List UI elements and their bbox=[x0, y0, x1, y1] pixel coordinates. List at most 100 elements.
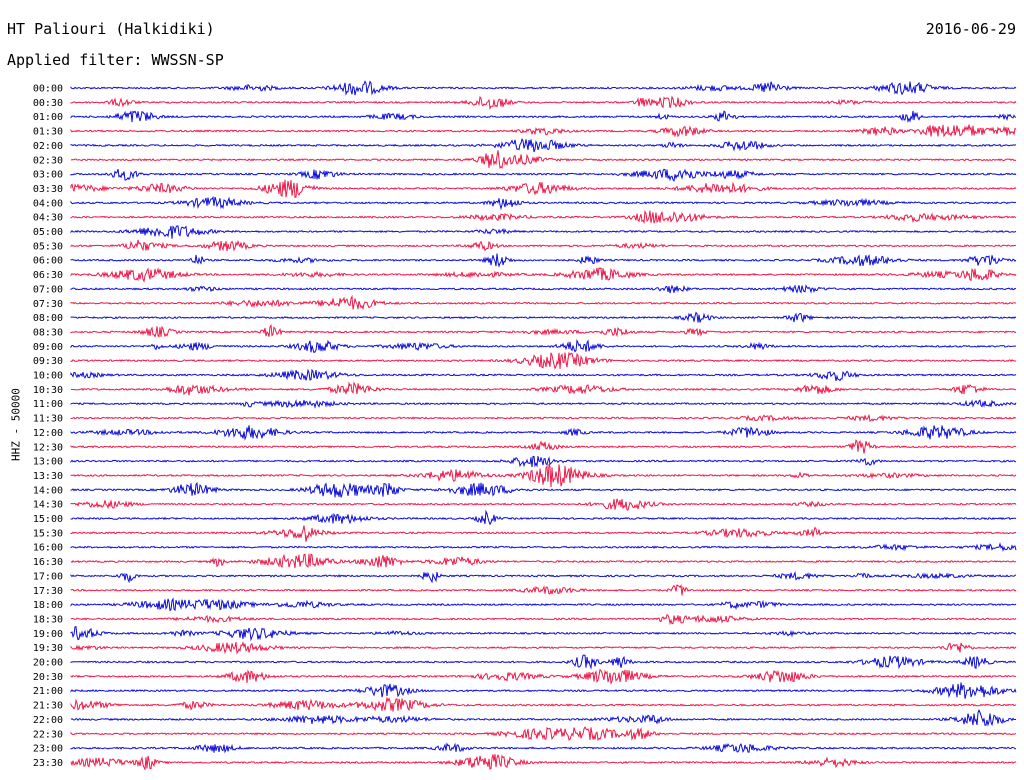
row-time-label: 18:30 bbox=[33, 614, 63, 625]
row-time-label: 20:00 bbox=[33, 658, 63, 669]
seismic-trace bbox=[70, 209, 1017, 225]
seismic-trace bbox=[70, 294, 1016, 311]
row-time-label: 04:30 bbox=[33, 213, 63, 224]
row-time-label: 21:30 bbox=[33, 701, 63, 712]
seismic-trace bbox=[70, 626, 1017, 642]
seismic-trace bbox=[70, 584, 1017, 596]
row-time-label: 10:30 bbox=[33, 385, 63, 396]
seismic-trace bbox=[70, 597, 1017, 612]
row-time-label: 11:30 bbox=[33, 414, 63, 425]
seismic-trace bbox=[70, 124, 1017, 138]
row-time-label: 14:00 bbox=[33, 485, 63, 496]
row-time-label: 03:00 bbox=[33, 170, 63, 181]
seismic-trace bbox=[70, 455, 1017, 468]
row-time-label: 15:00 bbox=[33, 514, 63, 525]
row-time-label: 21:00 bbox=[33, 686, 63, 697]
row-time-label: 17:00 bbox=[33, 571, 63, 582]
row-time-label: 00:30 bbox=[33, 98, 63, 109]
row-time-label: 00:00 bbox=[33, 84, 63, 95]
row-time-label: 05:00 bbox=[33, 227, 63, 238]
seismic-trace bbox=[70, 150, 1017, 170]
row-time-label: 09:30 bbox=[33, 356, 63, 367]
seismic-trace bbox=[70, 696, 1017, 712]
seismic-trace bbox=[70, 311, 1017, 324]
row-time-label: 19:00 bbox=[33, 629, 63, 640]
row-time-label: 02:30 bbox=[33, 155, 63, 166]
row-time-label: 22:00 bbox=[33, 715, 63, 726]
row-time-label: 18:00 bbox=[33, 600, 63, 611]
row-time-label: 16:00 bbox=[33, 543, 63, 554]
row-time-label: 16:30 bbox=[33, 557, 63, 568]
row-time-label: 01:00 bbox=[33, 112, 63, 123]
seismic-trace bbox=[70, 439, 1017, 454]
row-time-label: 03:30 bbox=[33, 184, 63, 195]
seismic-trace bbox=[70, 542, 1017, 552]
seismic-trace bbox=[70, 654, 1017, 670]
seismic-trace bbox=[70, 742, 1016, 754]
seismic-trace bbox=[70, 267, 1017, 283]
seismic-trace bbox=[70, 351, 1017, 370]
seismic-trace bbox=[70, 168, 1017, 182]
seismic-trace bbox=[70, 324, 1017, 338]
seismic-trace bbox=[70, 137, 1017, 153]
seismic-trace bbox=[70, 179, 1017, 198]
seismic-trace bbox=[70, 110, 1017, 124]
row-time-label: 01:30 bbox=[33, 127, 63, 138]
seismic-trace bbox=[70, 368, 1017, 382]
row-time-label: 05:30 bbox=[33, 241, 63, 252]
date-label: 2016-06-29 bbox=[925, 20, 1016, 38]
seismic-trace bbox=[70, 95, 1017, 110]
seismic-trace bbox=[70, 338, 1017, 354]
row-time-label: 07:00 bbox=[33, 284, 63, 295]
seismic-trace bbox=[70, 753, 1017, 770]
row-time-label: 11:00 bbox=[33, 399, 63, 410]
row-time-label: 14:30 bbox=[33, 500, 63, 511]
row-time-label: 08:00 bbox=[33, 313, 63, 324]
row-time-label: 09:00 bbox=[33, 342, 63, 353]
seismic-trace bbox=[70, 398, 1017, 409]
row-time-label: 06:00 bbox=[33, 256, 63, 267]
seismic-trace bbox=[70, 682, 1017, 699]
seismic-trace bbox=[70, 381, 1017, 396]
row-time-label: 12:30 bbox=[33, 442, 63, 453]
seismic-trace bbox=[70, 553, 1017, 569]
row-time-label: 15:30 bbox=[33, 528, 63, 539]
seismic-trace bbox=[70, 195, 1017, 211]
seismic-trace bbox=[70, 613, 1017, 626]
row-time-label: 17:30 bbox=[33, 586, 63, 597]
row-time-label: 23:00 bbox=[33, 744, 63, 755]
seismic-trace bbox=[70, 509, 1017, 526]
row-time-label: 08:30 bbox=[33, 327, 63, 338]
row-time-label: 10:00 bbox=[33, 371, 63, 382]
seismic-trace bbox=[70, 225, 1017, 239]
row-time-label: 20:30 bbox=[33, 672, 63, 683]
seismic-trace bbox=[70, 239, 1016, 252]
row-time-label: 02:00 bbox=[33, 141, 63, 152]
seismic-trace bbox=[70, 525, 1017, 542]
seismic-trace bbox=[70, 498, 1017, 511]
seismic-trace bbox=[70, 709, 1017, 727]
seismic-trace bbox=[70, 726, 1017, 742]
seismic-trace bbox=[70, 668, 1017, 685]
seismic-trace bbox=[70, 284, 1017, 294]
row-time-label: 13:00 bbox=[33, 457, 63, 468]
row-time-label: 06:30 bbox=[33, 270, 63, 281]
seismic-trace bbox=[70, 464, 1017, 488]
seismic-trace bbox=[70, 425, 1017, 441]
seismic-trace bbox=[70, 570, 1017, 584]
seismic-trace bbox=[70, 80, 1017, 96]
seismic-trace bbox=[70, 640, 1017, 655]
row-time-label: 22:30 bbox=[33, 729, 63, 740]
seismic-trace bbox=[70, 253, 1017, 268]
row-time-label: 23:30 bbox=[33, 758, 63, 769]
row-time-label: 07:30 bbox=[33, 299, 63, 310]
seismic-trace bbox=[70, 481, 1017, 498]
filter-label: Applied filter: WWSSN-SP bbox=[7, 51, 224, 69]
row-time-label: 04:00 bbox=[33, 198, 63, 209]
seismic-trace bbox=[70, 413, 1017, 423]
station-title: HT Paliouri (Halkidiki) bbox=[7, 20, 215, 38]
row-time-label: 12:00 bbox=[33, 428, 63, 439]
row-time-label: 19:30 bbox=[33, 643, 63, 654]
